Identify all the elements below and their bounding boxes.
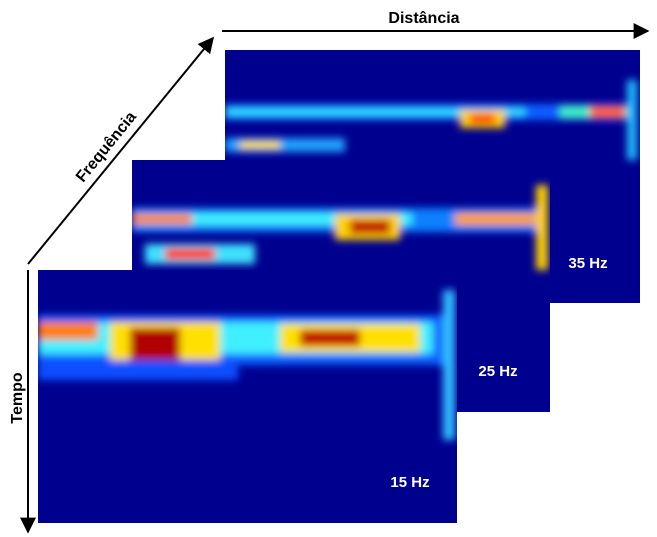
axis-label: Tempo bbox=[9, 372, 26, 423]
axis-label: Frequência bbox=[73, 109, 140, 186]
panel-label: 15 Hz bbox=[390, 474, 429, 491]
figure: 35 Hz 25 Hz 15 Hz bbox=[0, 0, 657, 537]
panel-label: 25 Hz bbox=[478, 363, 517, 380]
panel-label: 35 Hz bbox=[568, 255, 607, 272]
axis-label: Distância bbox=[388, 10, 459, 27]
